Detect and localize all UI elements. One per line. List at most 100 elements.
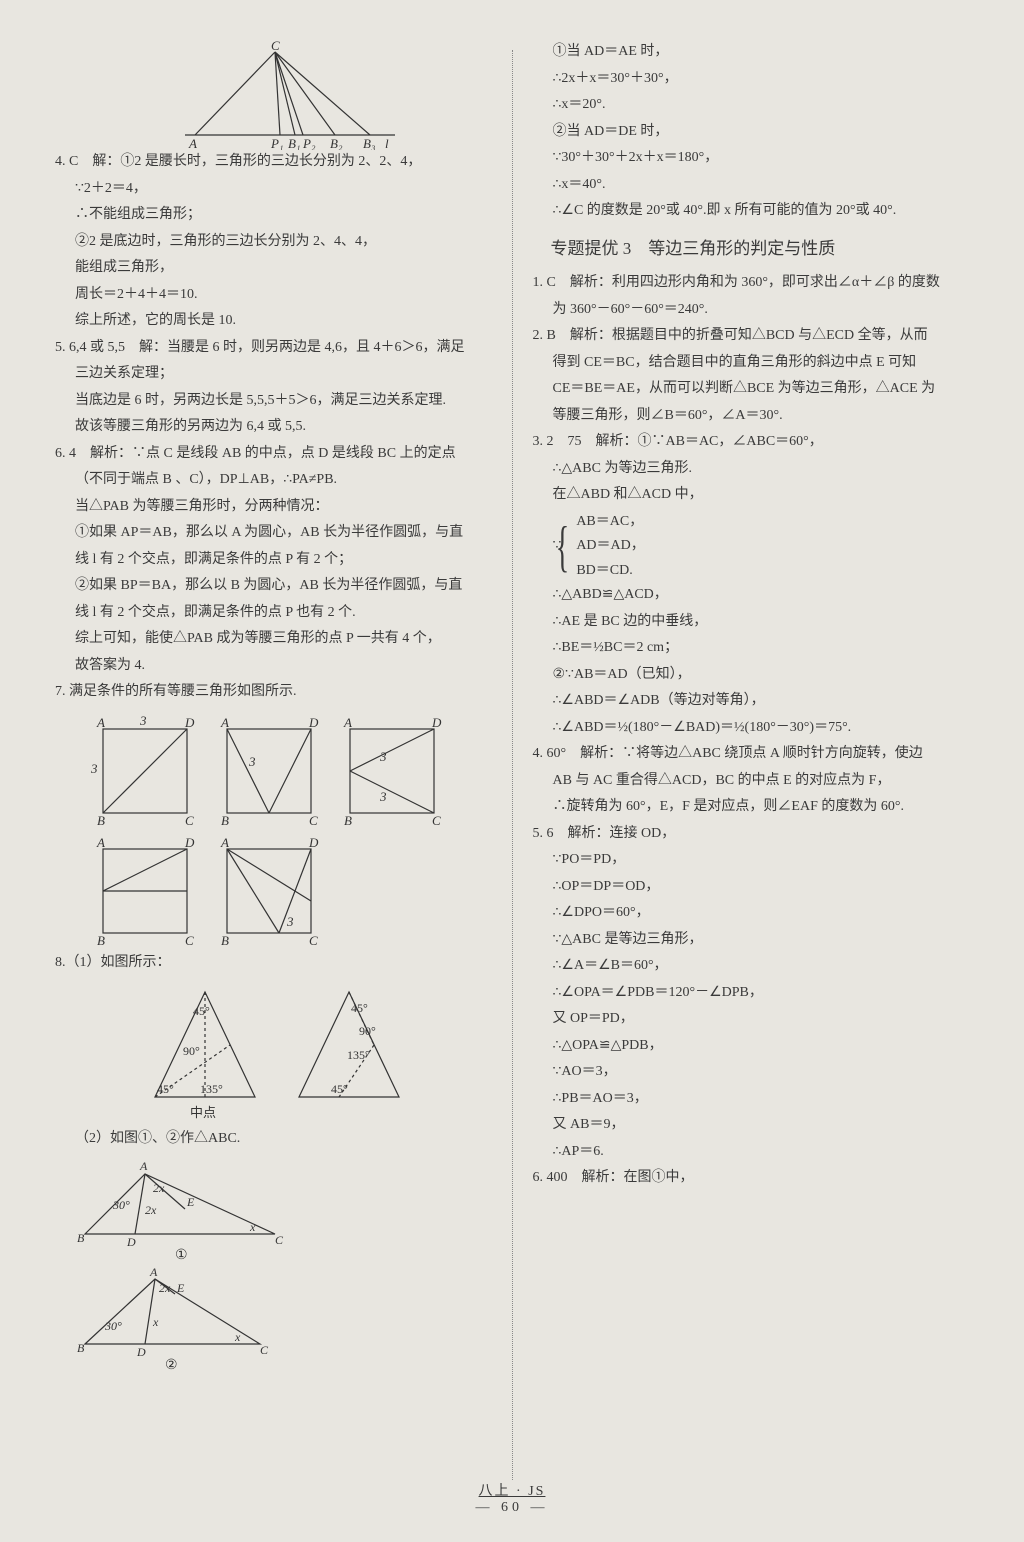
figure-triangle-top: C A P₁ B₁ P₂ B₂ B₃ l: [175, 40, 405, 150]
label-B2: B₂: [330, 136, 343, 150]
s5-l3: ∴∠DPO＝60°，: [533, 901, 970, 926]
s5-l10: ∴PB＝AO＝3，: [533, 1087, 970, 1112]
s1-head: 1. C 解析：利用四边形内角和为 360°，即可求出∠α＋∠β 的度数: [533, 271, 970, 296]
svg-text:D: D: [308, 715, 319, 730]
svg-text:B: B: [344, 813, 352, 828]
r6: ∴x＝40°.: [533, 173, 970, 198]
s2-l1: 得到 CE＝BC，结合题目中的直角三角形的斜边中点 E 可知: [533, 351, 970, 376]
svg-text:D: D: [431, 715, 442, 730]
q4-l2: ∴不能组成三角形；: [55, 203, 492, 228]
s3-brace: ∵ { AB＝AC， AD＝AD， BD＝CD.: [533, 510, 970, 584]
s5-l8: ∴△OPA≌△PDB，: [533, 1034, 970, 1059]
s5-head: 5. 6 解析：连接 OD，: [533, 822, 970, 847]
q4-l4: 能组成三角形，: [55, 256, 492, 281]
svg-text:C: C: [260, 1343, 269, 1357]
s1-l1: 为 360°－60°－60°＝240°.: [533, 298, 970, 323]
q4-l3: ②2 是底边时，三角形的三边长分别为 2、4、4，: [55, 230, 492, 255]
svg-text:3: 3: [379, 749, 387, 764]
r5: ∵30°＋30°＋2x＋x＝180°，: [533, 146, 970, 171]
label-P1: P₁: [270, 136, 283, 150]
page-content: C A P₁ B₁ P₂ B₂ B₃ l 4. C 解：①2 是腰长时，三角形的…: [55, 40, 969, 1480]
s3-l7: ∴∠ABD＝∠ADB（等边对等角），: [533, 689, 970, 714]
svg-text:D: D: [136, 1345, 146, 1359]
q6-l1: （不同于端点 B 、C），DP⊥AB，∴PA≠PB.: [55, 468, 492, 493]
s5-l12: ∴AP＝6.: [533, 1140, 970, 1165]
svg-text:2x: 2x: [153, 1181, 165, 1195]
q4-l1: ∵2＋2＝4，: [55, 177, 492, 202]
page-footer: 八上 · JS — 60 —: [0, 1480, 1024, 1516]
svg-text:2x: 2x: [145, 1203, 157, 1217]
s3-b2: AD＝AD，: [576, 534, 644, 559]
svg-text:30°: 30°: [112, 1198, 130, 1212]
svg-text:A: A: [343, 715, 352, 730]
q7-sq5: A D B C 3: [209, 831, 329, 951]
svg-text:45°: 45°: [157, 1082, 174, 1096]
svg-text:x: x: [234, 1330, 241, 1344]
s5-l2: ∴OP＝DP＝OD，: [533, 875, 970, 900]
s5-l6: ∴∠OPA＝∠PDB＝120°－∠DPB，: [533, 981, 970, 1006]
q6-l7: 综上可知，能使△PAB 成为等腰三角形的点 P 一共有 4 个，: [55, 627, 492, 652]
s5-l7: 又 OP＝PD，: [533, 1007, 970, 1032]
q6-head: 6. 4 解析：∵点 C 是线段 AB 的中点，点 D 是线段 BC 上的定点: [55, 442, 492, 467]
q7-sq1: A D B C 3 3: [85, 711, 205, 831]
s3-l1: ∴△ABC 为等边三角形.: [533, 457, 970, 482]
q8-figures-1: 45° 90° 45° 135° 中点 45°: [55, 977, 492, 1127]
svg-text:B: B: [221, 813, 229, 828]
q8-head: 8.（1）如图所示：: [55, 951, 492, 976]
q6-l2: 当△PAB 为等腰三角形时，分两种情况：: [55, 495, 492, 520]
s3-head: 3. 2 75 解析：①∵AB＝AC，∠ABC＝60°，: [533, 430, 970, 455]
svg-text:30°: 30°: [104, 1319, 122, 1333]
svg-text:C: C: [309, 933, 318, 948]
s3-l6: ②∵AB＝AD（已知），: [533, 663, 970, 688]
svg-text:D: D: [184, 715, 195, 730]
label-B1: B₁: [288, 136, 300, 150]
r3: ∴x＝20°.: [533, 93, 970, 118]
svg-text:D: D: [308, 835, 319, 850]
svg-text:E: E: [186, 1195, 195, 1209]
s3-l5: ∴BE＝½BC＝2 cm；: [533, 636, 970, 661]
svg-text:45°: 45°: [351, 1001, 368, 1015]
s3-l3: ∴△ABD≌△ACD，: [533, 583, 970, 608]
svg-text:①: ①: [175, 1248, 188, 1263]
q6-l3: ①如果 AP＝AB，那么以 A 为圆心，AB 长为半径作圆弧，与直: [55, 521, 492, 546]
svg-text:B: B: [97, 933, 105, 948]
q8-2: （2）如图①、②作△ABC.: [55, 1127, 492, 1152]
s4-l2: ∴旋转角为 60°，E，F 是对应点，则∠EAF 的度数为 60°.: [533, 795, 970, 820]
svg-text:A: A: [96, 835, 105, 850]
right-column: ①当 AD＝AE 时， ∴2x＋x＝30°＋30°， ∴x＝20°. ②当 AD…: [533, 40, 970, 1480]
svg-text:3: 3: [139, 713, 147, 728]
r7: ∴∠C 的度数是 20°或 40°.即 x 所有可能的值为 20°或 40°.: [533, 199, 970, 224]
s5-l4: ∵△ABC 是等边三角形，: [533, 928, 970, 953]
svg-text:A: A: [149, 1265, 158, 1279]
q6-l6: 线 l 有 2 个交点，即满足条件的点 P 也有 2 个.: [55, 601, 492, 626]
svg-text:3: 3: [90, 761, 98, 776]
svg-text:A: A: [96, 715, 105, 730]
footer-label: 八上 · JS: [0, 1480, 1024, 1500]
left-column: C A P₁ B₁ P₂ B₂ B₃ l 4. C 解：①2 是腰长时，三角形的…: [55, 40, 492, 1480]
svg-text:135°: 135°: [347, 1048, 370, 1062]
svg-text:C: C: [275, 1233, 284, 1247]
svg-text:B: B: [77, 1341, 85, 1355]
s2-head: 2. B 解析：根据题目中的折叠可知△BCD 与△ECD 全等，从而: [533, 324, 970, 349]
svg-text:x: x: [152, 1315, 159, 1329]
q7-sq4: A D B C: [85, 831, 205, 951]
q7-figures-row2: A D B C A D: [55, 831, 492, 951]
s3-l4: ∴AE 是 BC 边的中垂线，: [533, 610, 970, 635]
svg-text:90°: 90°: [359, 1024, 376, 1038]
svg-text:C: C: [185, 813, 194, 828]
s5-l1: ∵PO＝PD，: [533, 848, 970, 873]
svg-text:3: 3: [286, 914, 294, 929]
svg-text:中点: 中点: [190, 1105, 216, 1120]
svg-text:x: x: [249, 1220, 256, 1234]
q7-sq2: A D B C 3: [209, 711, 329, 831]
q7-figures-row1: A D B C 3 3 A: [55, 711, 492, 831]
q8-tri-c1: A B C D E 30° 2x 2x x ①: [75, 1154, 295, 1264]
svg-text:C: C: [309, 813, 318, 828]
svg-text:②: ②: [165, 1358, 178, 1373]
q6-l8: 故答案为 4.: [55, 654, 492, 679]
q8-tri2: 45° 90° 135° 45°: [279, 977, 419, 1127]
s4-l1: AB 与 AC 重合得△ACD，BC 的中点 E 的对应点为 F，: [533, 769, 970, 794]
q8-figures-2: A B C D E 30° 2x 2x x ①: [55, 1154, 492, 1374]
s3-b3: BD＝CD.: [576, 559, 644, 584]
r4: ②当 AD＝DE 时，: [533, 120, 970, 145]
